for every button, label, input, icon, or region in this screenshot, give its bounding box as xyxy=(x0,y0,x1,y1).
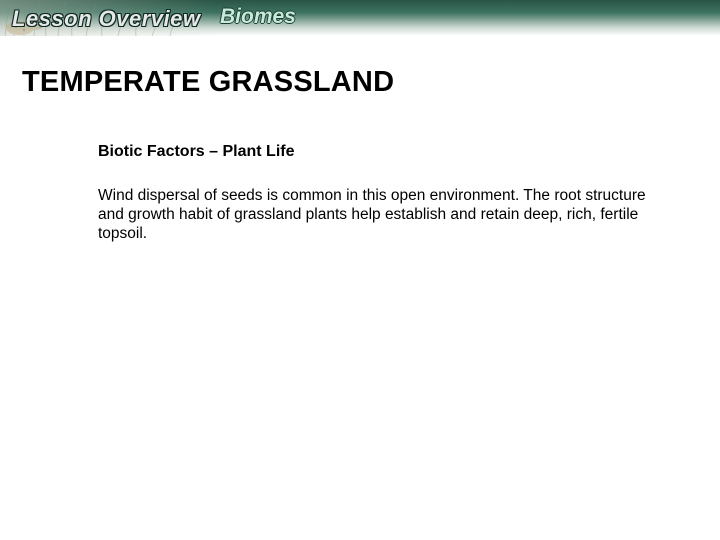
page-title: TEMPERATE GRASSLAND xyxy=(22,66,698,99)
slide-content: TEMPERATE GRASSLAND Biotic Factors – Pla… xyxy=(0,66,720,244)
slide-header: Lesson Overview Biomes xyxy=(0,0,720,40)
subheading: Biotic Factors – Plant Life xyxy=(98,143,698,161)
lesson-overview-label: Lesson Overview xyxy=(12,6,200,32)
topic-label: Biomes xyxy=(220,5,296,29)
body-paragraph: Wind dispersal of seeds is common in thi… xyxy=(98,187,664,244)
